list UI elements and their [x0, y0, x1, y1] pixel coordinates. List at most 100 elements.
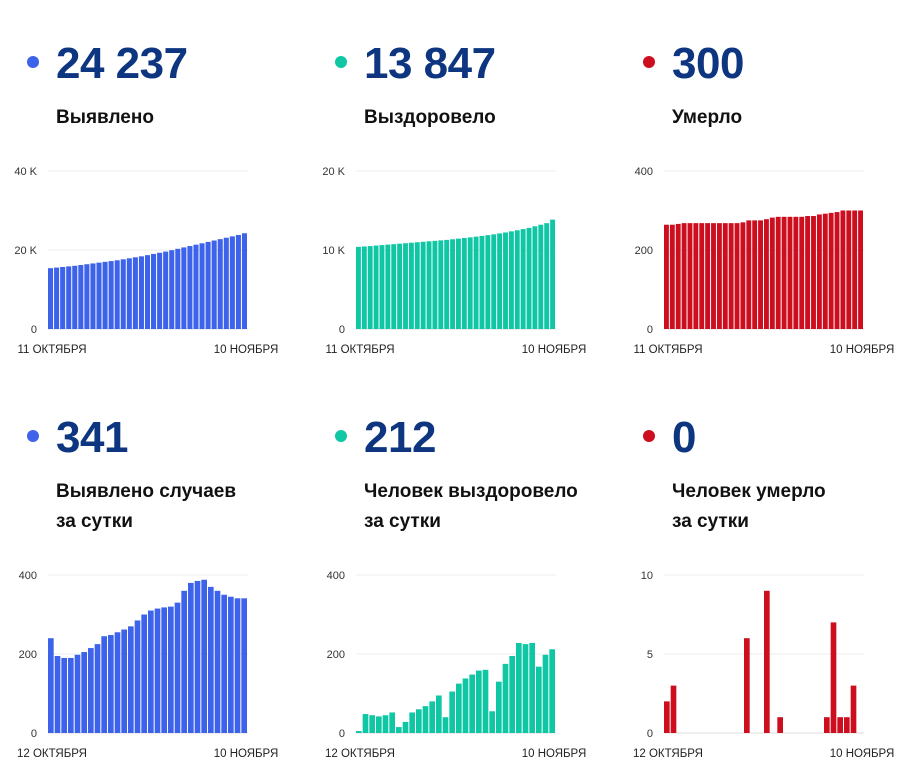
- bar: [491, 234, 497, 329]
- bar: [88, 648, 94, 733]
- bar: [181, 590, 187, 733]
- bar: [526, 227, 532, 329]
- bar: [503, 232, 508, 329]
- y-tick-label: 400: [327, 570, 345, 582]
- bar-chart: 0 200 400 12 ОКТЯБРЯ 10 НОЯБРЯ: [325, 570, 586, 760]
- bar: [144, 255, 151, 329]
- y-tick-label: 200: [19, 649, 37, 661]
- bar: [68, 657, 74, 733]
- bar: [436, 695, 442, 733]
- bar: [54, 655, 61, 733]
- bar: [734, 223, 740, 329]
- bar: [141, 614, 147, 733]
- bar: [148, 610, 154, 733]
- bar-chart: 0 20 K 40 K 11 ОКТЯБРЯ 10 НОЯБРЯ: [14, 166, 278, 356]
- bar: [550, 219, 555, 329]
- total-value: 341: [56, 413, 128, 462]
- bar: [211, 240, 217, 329]
- bar: [744, 638, 750, 733]
- bar: [450, 239, 455, 329]
- bar: [793, 216, 799, 329]
- bar: [769, 217, 775, 329]
- bar: [461, 237, 467, 329]
- bar: [81, 652, 87, 733]
- label-line: за сутки: [672, 511, 749, 532]
- bar: [379, 245, 385, 329]
- y-tick-label: 20 K: [322, 166, 345, 178]
- bar: [229, 236, 235, 329]
- bar: [199, 243, 205, 329]
- bar: [78, 265, 84, 329]
- series-dot-icon: [643, 430, 655, 442]
- bar: [816, 214, 822, 329]
- bar: [217, 239, 223, 329]
- y-tick-label: 0: [339, 728, 345, 740]
- bar: [467, 237, 473, 329]
- bar: [163, 251, 169, 329]
- bar: [777, 717, 783, 733]
- bar: [385, 244, 391, 329]
- bar: [114, 260, 120, 329]
- bar: [201, 579, 207, 733]
- x-tick-label: 12 ОКТЯБРЯ: [633, 748, 703, 760]
- bar: [114, 632, 121, 733]
- bar: [438, 240, 444, 329]
- bar: [752, 220, 758, 329]
- label-line: Человек умерло: [672, 481, 826, 502]
- bar: [168, 606, 174, 733]
- bar: [361, 246, 367, 329]
- bar: [536, 666, 542, 733]
- y-tick-label: 0: [31, 324, 37, 336]
- bar: [830, 622, 837, 733]
- y-tick-label: 400: [19, 570, 37, 582]
- bar: [193, 244, 199, 329]
- bar: [397, 243, 403, 329]
- x-tick-label: 12 ОКТЯБРЯ: [325, 748, 395, 760]
- bar: [228, 596, 234, 733]
- label-line: Человек выздоровело: [364, 481, 578, 502]
- total-label: Человек умерло за сутки: [672, 477, 826, 537]
- bar: [221, 594, 227, 733]
- bar: [157, 252, 163, 329]
- bar: [497, 233, 503, 329]
- y-tick-label: 200: [327, 649, 345, 661]
- bar: [693, 223, 699, 329]
- y-tick-label: 10 K: [322, 245, 345, 257]
- bar: [169, 250, 175, 329]
- y-tick-label: 10: [641, 570, 653, 582]
- bar: [223, 237, 229, 329]
- bar: [462, 678, 469, 733]
- bar: [414, 242, 420, 329]
- bar: [479, 235, 485, 329]
- bar: [382, 715, 389, 733]
- bar: [456, 238, 461, 329]
- bar: [669, 224, 675, 329]
- bar: [66, 266, 72, 329]
- bar: [416, 709, 422, 733]
- bar: [96, 262, 102, 329]
- bar: [476, 670, 482, 733]
- bar: [675, 223, 681, 329]
- total-value: 300: [672, 39, 744, 88]
- bar: [396, 727, 402, 733]
- y-tick-label: 0: [31, 728, 37, 740]
- bar: [90, 263, 96, 329]
- bar: [181, 247, 187, 329]
- x-tick-label: 12 ОКТЯБРЯ: [17, 748, 87, 760]
- bar: [120, 259, 126, 329]
- bar: [473, 236, 479, 329]
- bar: [664, 224, 669, 329]
- bar: [126, 258, 132, 329]
- x-tick-label: 10 НОЯБРЯ: [830, 344, 895, 356]
- bar: [852, 210, 858, 329]
- bar-chart: 0 10 K 20 K 11 ОКТЯБРЯ 10 НОЯБРЯ: [322, 166, 586, 356]
- bar: [241, 598, 247, 733]
- bar: [485, 235, 491, 329]
- bar: [509, 655, 515, 733]
- bar: [432, 240, 438, 329]
- total-label: Выявлено: [56, 103, 154, 133]
- bar: [188, 582, 194, 733]
- x-tick-label: 11 ОКТЯБРЯ: [633, 344, 702, 356]
- bar: [356, 246, 361, 329]
- bar: [844, 717, 850, 733]
